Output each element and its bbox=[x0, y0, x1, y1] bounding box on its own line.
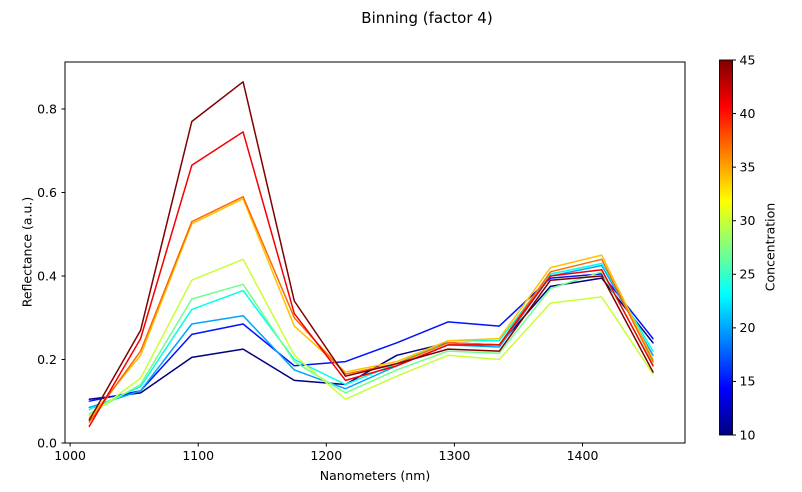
x-tick-label: 1100 bbox=[182, 448, 214, 463]
y-tick-label: 0.2 bbox=[37, 352, 57, 367]
chart-title: Binning (factor 4) bbox=[361, 9, 493, 27]
x-axis-label: Nanometers (nm) bbox=[319, 468, 431, 483]
x-tick-label: 1400 bbox=[567, 448, 599, 463]
y-tick-label: 0.8 bbox=[37, 101, 57, 116]
series-line-15 bbox=[88, 273, 654, 402]
colorbar-tick-label: 30 bbox=[740, 213, 756, 228]
y-tick-label: 0.0 bbox=[37, 435, 57, 450]
y-axis-label: Reflectance (a.u.) bbox=[19, 196, 35, 308]
x-tick-label: 1000 bbox=[54, 448, 86, 463]
series-line-41 bbox=[88, 131, 654, 428]
colorbar-tick-label: 20 bbox=[740, 320, 756, 335]
series-line-24 bbox=[88, 262, 654, 411]
x-tick-label: 1300 bbox=[439, 448, 471, 463]
axes-frame bbox=[64, 61, 686, 444]
series-line-27 bbox=[88, 271, 654, 415]
colorbar-label: Concentration bbox=[762, 202, 778, 292]
series-line-45 bbox=[88, 81, 654, 421]
colorbar-tick-label: 35 bbox=[740, 159, 756, 174]
series-line-34 bbox=[88, 197, 654, 419]
colorbar-tick-label: 10 bbox=[740, 427, 756, 442]
series-line-30 bbox=[88, 258, 654, 417]
colorbar-tick-label: 40 bbox=[740, 106, 756, 121]
series-line-37 bbox=[88, 195, 654, 423]
colorbar-tick-label: 25 bbox=[740, 267, 756, 282]
colorbar bbox=[719, 59, 733, 436]
colorbar-tick-label: 45 bbox=[740, 52, 756, 67]
y-tick-label: 0.4 bbox=[37, 268, 57, 283]
x-tick-label: 1200 bbox=[310, 448, 342, 463]
y-tick-label: 0.6 bbox=[37, 185, 57, 200]
colorbar-tick-label: 15 bbox=[740, 374, 756, 389]
